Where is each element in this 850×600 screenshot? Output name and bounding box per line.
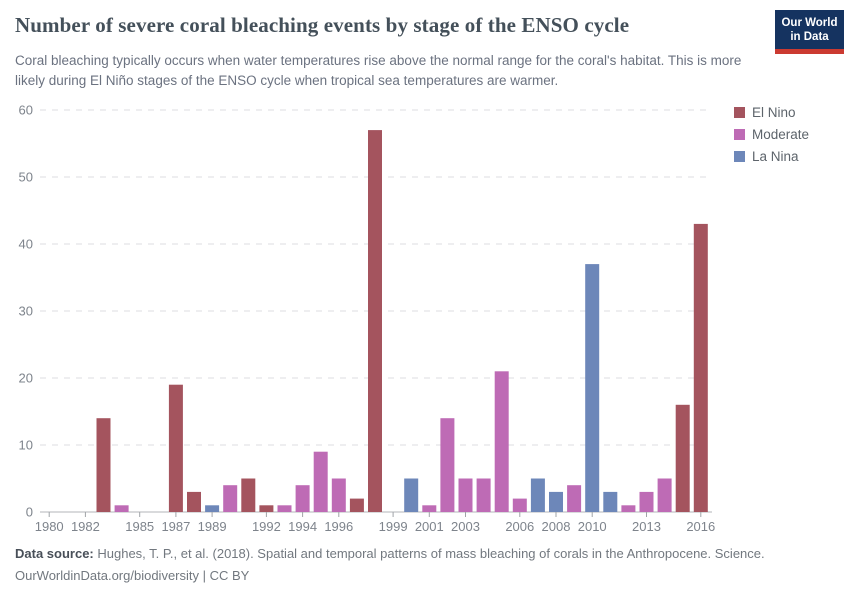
bar-2016[interactable] (693, 223, 708, 512)
legend-swatch-icon (734, 151, 745, 162)
x-axis-label-2013: 2013 (632, 519, 661, 534)
y-axis-label-30: 30 (19, 304, 33, 319)
bar-1991[interactable] (241, 478, 256, 513)
x-axis-label-2010: 2010 (578, 519, 607, 534)
footer-credit-line: OurWorldinData.org/biodiversity | CC BY (15, 568, 250, 583)
bar-1990[interactable] (223, 485, 238, 512)
y-axis-label-40: 40 (19, 237, 33, 252)
bar-1997[interactable] (349, 498, 364, 512)
bar-2004[interactable] (476, 478, 491, 513)
bar-2008[interactable] (549, 491, 563, 512)
legend-item-moderate: Moderate (734, 127, 809, 142)
chart-canvas: 0 10 20 30 40 50 60 1980 1982 1985 1987 1989 1992 199… (19, 103, 716, 535)
bar-2014[interactable] (657, 478, 672, 513)
x-axis-label-2001: 2001 (415, 519, 444, 534)
legend-swatch-icon (734, 129, 745, 140)
bar-2002[interactable] (440, 418, 455, 512)
bar-1996[interactable] (331, 478, 346, 513)
chart-footer: Data source: Hughes, T. P., et al. (2018… (15, 543, 835, 587)
legend-item-la-nina: La Nina (734, 149, 809, 164)
bar-1994[interactable] (295, 485, 310, 512)
bar-2011[interactable] (603, 491, 618, 512)
owid-logo-line1: Our World (781, 17, 838, 29)
legend-item-label: El Nino (752, 105, 796, 120)
x-axis-label-1987: 1987 (161, 519, 190, 534)
legend-item-label: Moderate (752, 127, 810, 142)
y-axis-label-50: 50 (19, 170, 33, 185)
bar-1993[interactable] (277, 505, 292, 512)
y-axis-label-0: 0 (26, 505, 33, 520)
y-axis-label-60: 60 (19, 103, 33, 118)
bar-1988[interactable] (187, 491, 201, 512)
bar-1983[interactable] (96, 418, 111, 512)
x-axis-label-1982: 1982 (71, 519, 100, 534)
bar-2003[interactable] (458, 478, 473, 513)
bar-2005[interactable] (494, 371, 509, 512)
bar-1992[interactable] (259, 505, 274, 512)
bar-1998[interactable] (368, 130, 382, 512)
bar-2010[interactable] (585, 264, 600, 512)
bar-1995[interactable] (313, 451, 328, 512)
bar-1987[interactable] (168, 384, 183, 512)
legend-item-el-nino: El Nino (734, 105, 809, 120)
x-axis-label-1980: 1980 (35, 519, 64, 534)
owid-logo: Our World in Data (775, 10, 844, 54)
bar-2006[interactable] (512, 498, 527, 512)
legend-swatch-icon (734, 107, 745, 118)
bar-2012[interactable] (621, 505, 636, 512)
bar-2007[interactable] (530, 478, 545, 513)
y-axis-label-20: 20 (19, 371, 33, 386)
x-axis-label-2016: 2016 (686, 519, 715, 534)
bar-1989[interactable] (205, 505, 220, 512)
bar-1984[interactable] (114, 505, 129, 512)
x-axis-label-1985: 1985 (125, 519, 154, 534)
x-axis-label-2006: 2006 (505, 519, 534, 534)
x-axis-label-1989: 1989 (198, 519, 227, 534)
x-axis-label-1996: 1996 (324, 519, 353, 534)
owid-logo-line2: in Data (790, 31, 829, 43)
bar-2001[interactable] (422, 505, 437, 512)
bar-2009[interactable] (567, 485, 582, 512)
footer-source: Data source: Hughes, T. P., et al. (2018… (15, 546, 765, 561)
legend-item-label: La Nina (752, 149, 799, 164)
x-axis-label-1994: 1994 (288, 519, 317, 534)
x-axis-label-2003: 2003 (451, 519, 480, 534)
bar-2015[interactable] (675, 404, 690, 512)
bar-2000[interactable] (404, 478, 419, 513)
x-axis-label-2008: 2008 (542, 519, 571, 534)
x-axis-label-1999: 1999 (379, 519, 408, 534)
page-subtitle: Coral bleaching typically occurs when wa… (15, 53, 742, 88)
y-axis-label-10: 10 (19, 438, 33, 453)
legend: El Nino Moderate La Nina (734, 105, 809, 171)
x-axis-label-1992: 1992 (252, 519, 281, 534)
footer-source-text: Hughes, T. P., et al. (2018). Spatial an… (93, 546, 765, 561)
footer-source-label: Data source: (15, 546, 94, 561)
page-title: Number of severe coral bleaching events … (15, 13, 630, 37)
bar-2013[interactable] (639, 491, 654, 512)
